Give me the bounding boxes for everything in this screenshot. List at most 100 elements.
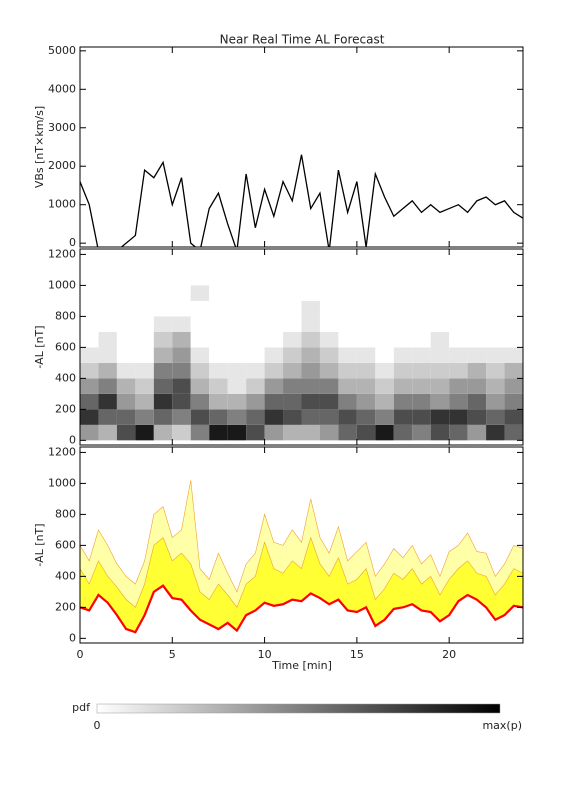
y-axis-label: VBs [nT×km/s] [33,106,46,188]
heat-cell [80,409,99,425]
heat-cell [338,424,357,441]
heat-cell [283,409,302,425]
heat-cell [135,347,154,363]
heat-cell [172,316,191,332]
heat-cell [319,331,339,348]
y-tick-label: 1000 [48,476,76,489]
heat-cell [319,378,339,394]
heat-cell [375,331,394,348]
y-tick-label: 2000 [48,159,76,172]
heat-cell [246,424,265,441]
y-tick-label: 3000 [48,121,76,134]
heat-cell [135,424,154,441]
heat-cell [135,409,154,425]
heat-cell [356,347,376,363]
heat-cell [98,409,117,425]
heat-cell [227,300,247,317]
y-tick-label: 400 [55,371,76,384]
heat-cell [301,378,320,394]
heat-cell [393,285,413,301]
heat-cell [412,393,431,410]
heat-cell [98,378,117,394]
heat-cell [190,362,210,379]
heat-cell [319,347,339,363]
heat-cell [504,331,523,348]
y-axis-label: -AL [nT] [33,325,46,368]
heat-cell [375,409,394,425]
heat-cell [486,331,505,348]
heat-cell [449,424,468,441]
y-tick-label: 0 [69,433,76,446]
heat-cell [98,362,117,379]
heat-cell [467,300,487,317]
heat-cell [209,409,228,425]
heat-cell [338,316,357,332]
heat-cell [356,316,376,332]
heat-cell [153,424,173,441]
heat-cell [135,378,154,394]
heat-cell [412,362,431,379]
heat-cell [356,331,376,348]
heat-cell [98,331,117,348]
heat-cell [319,316,339,332]
heat-cell [504,347,523,363]
heat-cell [430,300,450,317]
heat-cell [449,300,468,317]
heat-cell [412,424,431,441]
heat-cell [135,362,154,379]
heat-cell [449,409,468,425]
heat-cell [356,393,376,410]
heat-cell [153,316,173,332]
data-line [80,154,523,247]
heat-cell [338,378,357,394]
heat-cell [449,331,468,348]
heat-cell [486,316,505,332]
y-tick-label: 200 [55,402,76,415]
heat-cell [246,393,265,410]
heat-cell [393,300,413,317]
y-tick-label: 0 [69,236,76,249]
heat-cell [430,378,450,394]
heat-cell [246,362,265,379]
heat-cell [116,331,136,348]
heat-cell [264,393,284,410]
y-tick-label: 800 [55,309,76,322]
heat-cell [467,424,487,441]
heat-cell [135,393,154,410]
heat-cell [504,378,523,394]
heat-cell [412,300,431,317]
y-axis-label: -AL [nT] [33,523,46,566]
y-tick-label: 200 [55,600,76,613]
heat-cell [449,362,468,379]
heat-cell [227,424,247,441]
heat-cell [209,378,228,394]
heat-cell [301,300,320,317]
heat-cell [98,393,117,410]
y-tick-label: 600 [55,340,76,353]
heat-cell [246,316,265,332]
heat-cell [467,409,487,425]
heat-cell [301,393,320,410]
heat-cell [209,285,228,301]
y-tick-label: 400 [55,569,76,582]
heat-cell [153,362,173,379]
heat-cell [430,316,450,332]
y-tick-label: 600 [55,538,76,551]
heat-cell [116,409,136,425]
heat-cell [246,331,265,348]
heat-cell [338,393,357,410]
heat-cell [80,300,99,317]
x-tick-label: 5 [169,648,176,661]
heat-cell [172,347,191,363]
heat-cell [301,362,320,379]
heat-cell [264,409,284,425]
x-tick-label: 10 [258,648,272,661]
heat-cell [301,331,320,348]
heat-cell [98,424,117,441]
heat-cell [227,362,247,379]
heat-cell [116,393,136,410]
heat-cell [264,347,284,363]
heat-cell [486,300,505,317]
heat-cell [356,378,376,394]
